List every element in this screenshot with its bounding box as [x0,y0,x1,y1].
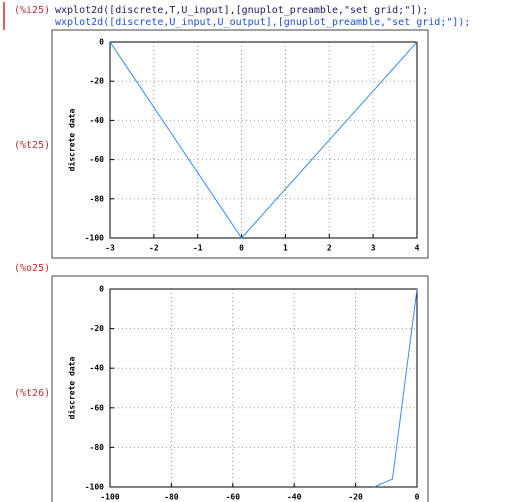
data-line [373,288,418,488]
output-label: (%t26) [14,388,50,399]
y-tick-label: 0 [99,38,104,47]
y-tick-label: -80 [90,194,105,203]
x-tick-label: -3 [105,244,115,253]
y-tick-label: -60 [90,155,105,164]
x-tick-label: 2 [327,244,332,253]
y-tick-label: -80 [90,443,105,452]
x-tick-label: -80 [164,493,179,502]
y-axis-label: discrete data [67,109,77,172]
output-label: (%o25) [14,263,50,274]
x-tick-label: 1 [283,244,288,253]
code-line[interactable]: wxplot2d([discrete,T,U_input],[gnuplot_p… [55,5,428,16]
x-tick-label: 3 [371,244,376,253]
y-tick-label: 0 [99,285,104,294]
plot-frame [51,29,429,259]
x-tick-label: -100 [100,493,119,502]
y-tick-label: -60 [90,403,105,412]
y-tick-label: -20 [90,77,105,86]
plot-area [109,288,418,488]
y-tick-label: -100 [85,234,104,243]
y-tick-label: -40 [90,364,105,373]
x-tick-label: -40 [287,493,302,502]
plot-area [109,41,418,239]
output-label: (%t25) [14,140,50,151]
y-tick-label: -40 [90,116,105,125]
x-tick-label: 0 [239,244,244,253]
plot-frame [51,275,429,502]
x-tick-label: 0 [415,493,420,502]
x-tick-label: -1 [193,244,203,253]
y-axis-label: discrete data [67,357,77,420]
code-line[interactable]: wxplot2d([discrete,U_input,U_output],[gn… [55,17,470,28]
input-label: (%i25) [14,5,50,16]
data-line [109,41,418,239]
x-tick-label: 4 [415,244,420,253]
x-tick-label: -20 [348,493,363,502]
y-tick-label: -100 [85,483,104,492]
x-tick-label: -2 [149,244,159,253]
x-tick-label: -60 [226,493,241,502]
y-tick-label: -20 [90,324,105,333]
